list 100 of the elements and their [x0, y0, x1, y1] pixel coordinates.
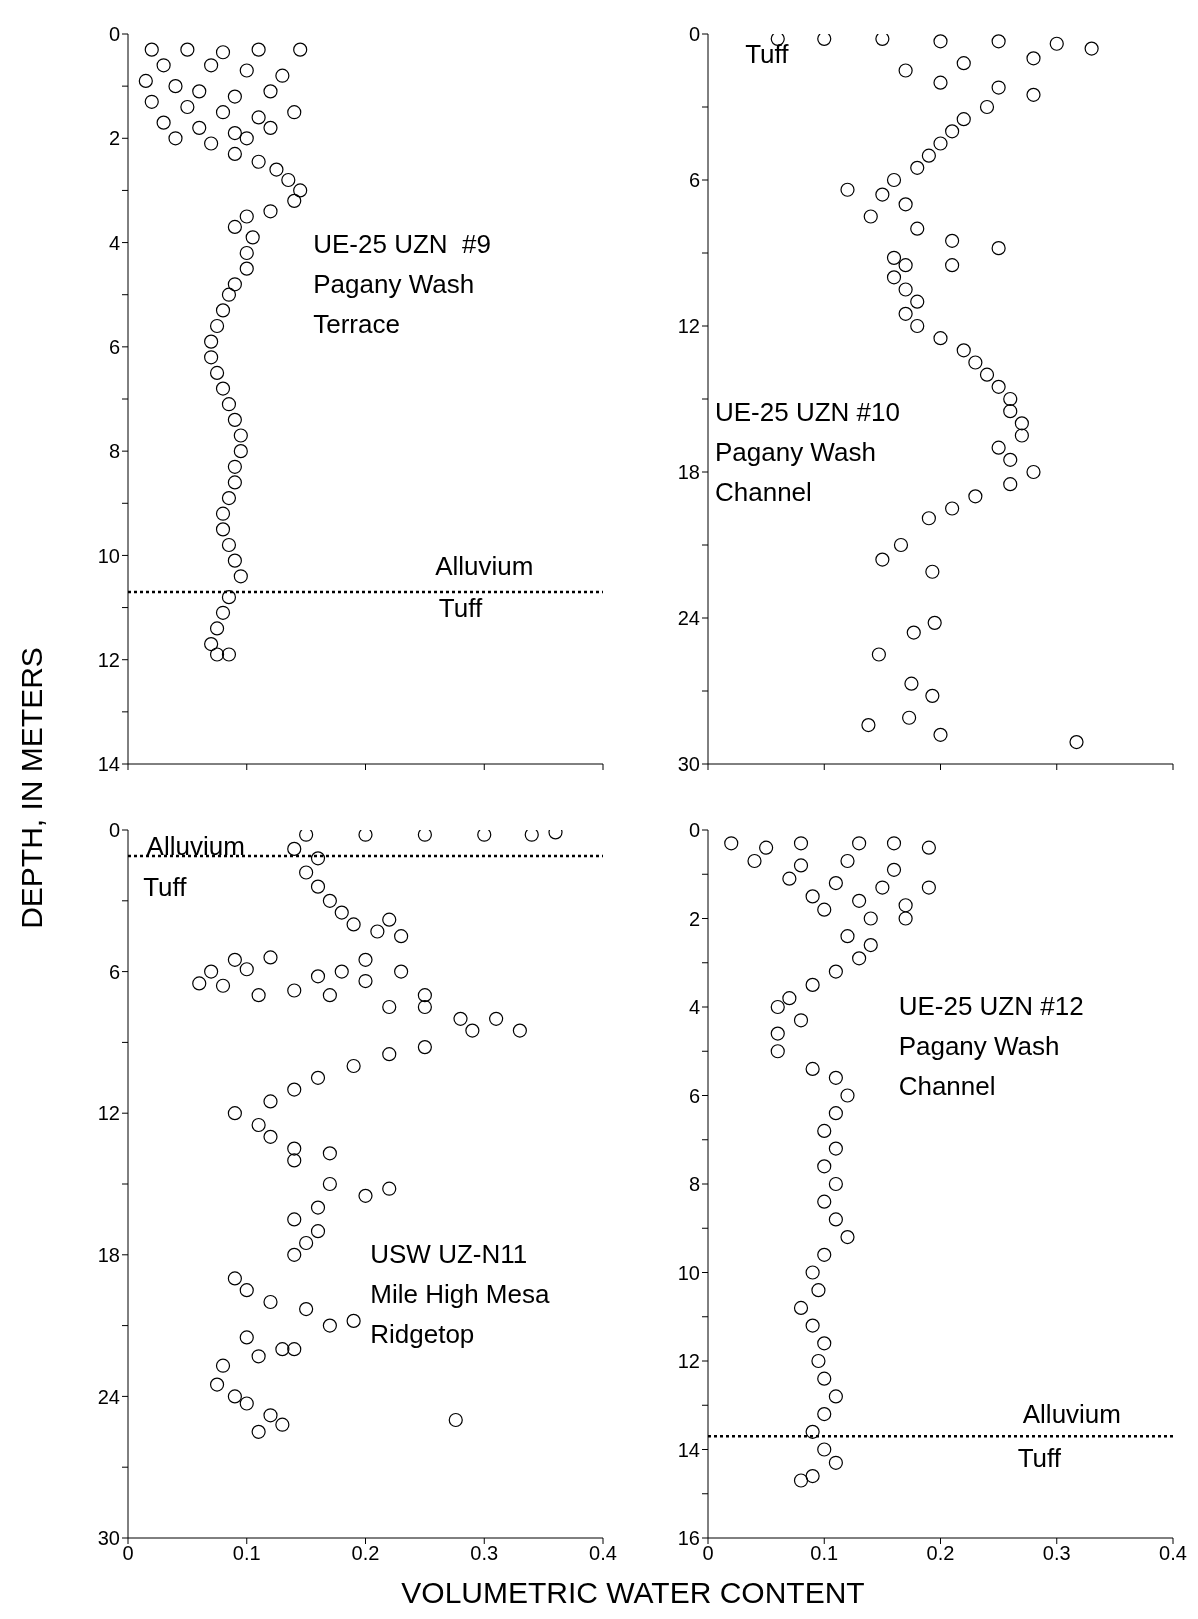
y-tick-label: 24 [677, 607, 700, 630]
y-tick-label: 12 [677, 1350, 700, 1373]
y-tick-label: 6 [688, 1084, 700, 1107]
point [817, 1123, 832, 1138]
point [805, 1265, 820, 1280]
x-tick-label: 0.2 [926, 1542, 955, 1565]
point [863, 937, 878, 953]
y-tick-label: 30 [677, 753, 700, 776]
y-tick-label: 0 [108, 23, 120, 46]
point [817, 1194, 832, 1209]
point [817, 1247, 832, 1262]
point [805, 1424, 820, 1439]
y-tick-label: 10 [97, 544, 120, 567]
point [828, 1455, 843, 1470]
point [921, 840, 936, 855]
point [828, 1106, 843, 1121]
y-tick-label: 6 [108, 335, 120, 358]
point [770, 999, 785, 1015]
point [805, 1468, 820, 1484]
y-axis-title: DEPTH, IN METERS [15, 647, 49, 929]
point [817, 1442, 832, 1457]
x-tick-label: 0.3 [1042, 1542, 1071, 1565]
point [747, 853, 762, 869]
point [852, 893, 867, 908]
point [793, 1300, 809, 1315]
point [840, 853, 855, 869]
y-tick-label: 10 [677, 1261, 700, 1284]
y-tick-label: 18 [677, 461, 700, 484]
x-tick-label: 0.4 [1159, 1542, 1187, 1565]
y-tick-label: 4 [688, 996, 700, 1019]
point [898, 898, 913, 913]
y-tick-label: 6 [688, 169, 700, 192]
point [805, 1061, 820, 1077]
point [770, 1044, 785, 1059]
point [811, 1353, 826, 1369]
point [852, 951, 867, 966]
y-tick-label: 14 [677, 1438, 700, 1461]
x-axis-title: VOLUMETRIC WATER CONTENT [400, 1576, 866, 1610]
y-tick-label: 2 [688, 907, 700, 930]
annotation: UE-25 UZN #9 Pagany Wash Terrace [313, 227, 491, 341]
annotation: Tuff [438, 591, 483, 625]
point [759, 840, 774, 855]
x-tick-label: 0.2 [351, 1542, 380, 1565]
x-tick-label: 0.1 [232, 1542, 261, 1565]
point [852, 836, 867, 851]
y-tick-label: 0 [108, 819, 120, 842]
y-tick-label: 12 [677, 315, 700, 338]
point [817, 1407, 832, 1422]
point [817, 902, 832, 917]
y-tick-label: 14 [97, 753, 120, 776]
y-tick-label: 12 [97, 1102, 120, 1125]
x-tick-label: 0.3 [470, 1542, 499, 1565]
point [793, 836, 809, 851]
annotation: UE-25 UZN #10 Pagany Wash Channel [714, 395, 900, 509]
annotation: Alluvium [435, 550, 534, 584]
point [921, 880, 936, 895]
annotation: UE-25 UZN #12 Pagany Wash Channel [898, 989, 1084, 1103]
y-tick-label: 6 [108, 960, 120, 983]
annotation: Tuff [1017, 1442, 1061, 1476]
point [828, 1212, 843, 1227]
point [805, 977, 820, 992]
y-tick-label: 2 [108, 127, 120, 150]
annotation: Alluvium [146, 829, 245, 863]
x-tick-label: 0.1 [810, 1542, 839, 1565]
y-tick-label: 8 [108, 440, 120, 463]
point [793, 1473, 809, 1488]
y-tick-label: 0 [688, 819, 700, 842]
point [817, 1371, 832, 1386]
point [811, 1283, 826, 1298]
y-tick-label: 4 [108, 231, 120, 254]
point [828, 876, 843, 891]
point [886, 836, 902, 851]
point [828, 1389, 843, 1404]
point [793, 1013, 809, 1028]
point [817, 1159, 832, 1174]
annotation: Alluvium [1022, 1398, 1121, 1432]
point [817, 1336, 832, 1351]
x-tick-label: 0.4 [589, 1542, 617, 1565]
annotation: Tuff [143, 870, 187, 904]
point [898, 911, 913, 926]
point [793, 858, 809, 873]
point [840, 1088, 855, 1103]
annotation: USW UZ-N11 Mile High Mesa Ridgetop [370, 1237, 550, 1351]
point [724, 836, 739, 851]
point [782, 991, 797, 1006]
y-tick-label: 30 [97, 1527, 120, 1550]
y-tick-label: 18 [97, 1243, 120, 1266]
y-tick-label: 16 [677, 1527, 700, 1550]
point [805, 1318, 820, 1333]
annotation: Tuff [745, 38, 789, 71]
point [886, 862, 902, 877]
y-tick-label: 24 [97, 1385, 120, 1408]
point [863, 911, 878, 926]
point [805, 889, 820, 904]
y-tick-label: 0 [688, 23, 700, 46]
y-tick-label: 8 [688, 1173, 700, 1196]
point [875, 880, 890, 895]
x-tick-label: 0 [122, 1542, 134, 1565]
point [828, 964, 843, 979]
y-tick-label: 12 [97, 648, 120, 671]
